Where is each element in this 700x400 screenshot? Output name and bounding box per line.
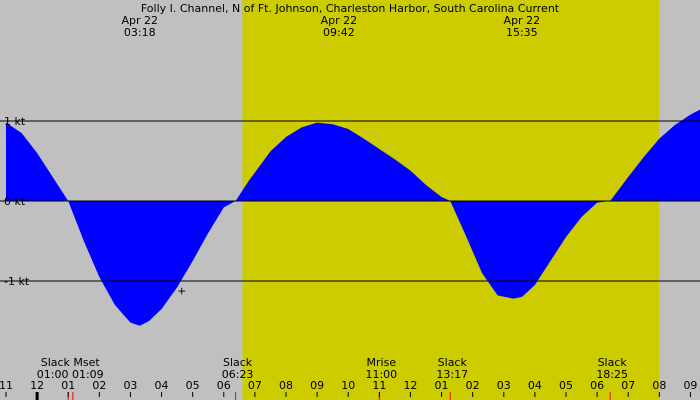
header-time-0: 03:18 bbox=[124, 26, 156, 39]
footer-event-time-2: 11:00 bbox=[365, 368, 397, 381]
x-tick-label-12: 11 bbox=[372, 379, 386, 392]
footer-event-label-1: Slack bbox=[223, 356, 253, 369]
footer-event-label-4: Slack bbox=[598, 356, 628, 369]
x-tick-label-6: 05 bbox=[186, 379, 200, 392]
x-tick-label-10: 09 bbox=[310, 379, 324, 392]
x-tick-label-1: 12 bbox=[30, 379, 44, 392]
chart-title: Folly I. Channel, N of Ft. Johnson, Char… bbox=[141, 2, 560, 15]
footer-event-label-2: Mrise bbox=[367, 356, 397, 369]
gridlines bbox=[0, 120, 700, 282]
x-tick-label-11: 10 bbox=[341, 379, 355, 392]
footer-event-label-3: Slack bbox=[438, 356, 468, 369]
header-time-1: 09:42 bbox=[323, 26, 355, 39]
x-tick-label-21: 08 bbox=[652, 379, 666, 392]
x-tick-label-5: 04 bbox=[155, 379, 169, 392]
header-date-2: Apr 22 bbox=[504, 14, 541, 27]
footer-event-label-0: Slack Mset bbox=[41, 356, 101, 369]
x-tick-label-3: 02 bbox=[92, 379, 106, 392]
x-tick-label-19: 06 bbox=[590, 379, 604, 392]
y-tick-label-2: -1 kt bbox=[4, 275, 30, 288]
y-tick-label-1: 0 kt bbox=[4, 195, 26, 208]
x-tick-label-15: 02 bbox=[466, 379, 480, 392]
x-tick-label-22: 09 bbox=[683, 379, 697, 392]
x-tick-label-13: 12 bbox=[403, 379, 417, 392]
footer-event-time-1: 06:23 bbox=[222, 368, 254, 381]
cursor-crosshair: + bbox=[177, 285, 186, 298]
footer-event-time-3: 13:17 bbox=[436, 368, 468, 381]
current-areas bbox=[6, 109, 700, 326]
footer-event-time-0: 01:00 01:09 bbox=[37, 368, 104, 381]
header-date-0: Apr 22 bbox=[122, 14, 159, 27]
x-tick-label-18: 05 bbox=[559, 379, 573, 392]
x-tick-label-17: 04 bbox=[528, 379, 542, 392]
x-tick-label-8: 07 bbox=[248, 379, 262, 392]
x-tick-label-7: 06 bbox=[217, 379, 231, 392]
x-axis-ticks: 11 12 01 02 03 04 05 06 07 08 09 10 11 12 01 02 03 04 05 06… bbox=[0, 379, 697, 397]
footer-event-time-4: 18:25 bbox=[596, 368, 628, 381]
header-date-1: Apr 22 bbox=[321, 14, 358, 27]
cursor-marker: + bbox=[177, 285, 186, 298]
x-tick-label-16: 03 bbox=[497, 379, 511, 392]
header-time-2: 15:35 bbox=[506, 26, 538, 39]
x-tick-label-20: 07 bbox=[621, 379, 635, 392]
flood-area-0 bbox=[6, 109, 700, 326]
x-tick-label-9: 08 bbox=[279, 379, 293, 392]
x-tick-label-4: 03 bbox=[123, 379, 137, 392]
x-tick-label-2: 01 bbox=[61, 379, 75, 392]
x-tick-label-0: 11 bbox=[0, 379, 13, 392]
x-tick-label-14: 01 bbox=[435, 379, 449, 392]
y-axis-labels: 1 kt 0 kt -1 kt bbox=[4, 115, 30, 288]
y-tick-label-0: 1 kt bbox=[4, 115, 26, 128]
